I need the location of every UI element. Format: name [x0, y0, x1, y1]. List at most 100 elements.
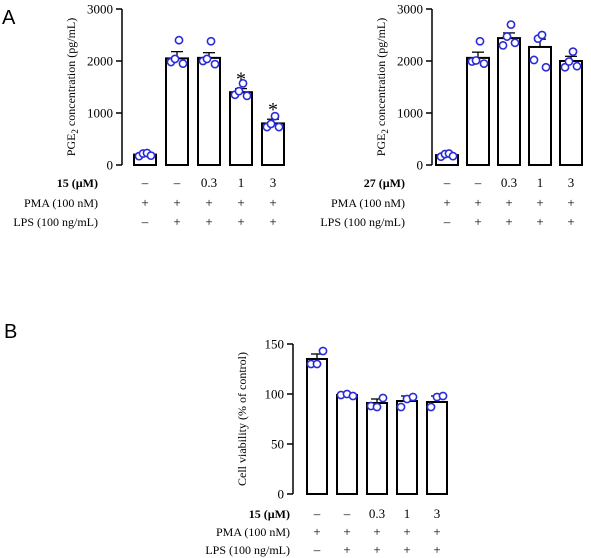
condition-cell-lps: + [567, 214, 574, 229]
condition-cell-lps: – [443, 214, 451, 229]
condition-cell-pma: + [173, 195, 180, 210]
chart-a1-pge2-compound-15: 0 1000 2000 3000 PGE2 concentration (pg/mL) –… [13, 2, 285, 229]
condition-cell-lps: + [474, 214, 481, 229]
y-axis-title: PGE2 concentration (pg/mL) [374, 18, 390, 156]
data-point [348, 391, 358, 401]
y-tick-label: 1000 [397, 106, 423, 121]
condition-cell-pma: + [141, 195, 148, 210]
bar [426, 401, 448, 495]
y-axis-title: PGE2 concentration (pg/mL) [64, 18, 80, 156]
data-point [479, 59, 489, 68]
data-point [529, 55, 539, 65]
significance-marker: * [268, 99, 278, 121]
data-point [396, 402, 406, 412]
data-point [270, 111, 280, 121]
condition-cell-pma: + [567, 195, 574, 210]
row-label-pma: PMA (100 nM) [216, 525, 290, 539]
condition-cell-compound: – [343, 506, 351, 521]
data-point [202, 54, 212, 64]
condition-cell-lps: + [403, 542, 410, 557]
data-point [206, 36, 216, 46]
condition-cell-compound: – [173, 175, 181, 190]
condition-cell-pma: + [373, 524, 380, 539]
condition-cell-lps: + [505, 214, 512, 229]
row-label-pma: PMA (100 nM) [331, 196, 405, 210]
bar [229, 91, 253, 166]
condition-cell-lps: + [373, 542, 380, 557]
y-tick-label: 150 [265, 337, 285, 352]
chart-b-cell-viability: 0 50 100 150 Cell viability (% of control) – +… [205, 337, 448, 557]
data-point [471, 56, 481, 65]
condition-cell-pma: + [433, 524, 440, 539]
data-point [448, 151, 458, 161]
condition-cell-lps: + [205, 214, 212, 229]
data-point [426, 402, 436, 412]
condition-cell-compound: 0.3 [201, 175, 217, 190]
data-point [475, 36, 485, 46]
condition-cell-lps: + [237, 214, 244, 229]
condition-cell-pma: + [536, 195, 543, 210]
condition-cell-lps: + [433, 542, 440, 557]
bar [466, 56, 490, 167]
data-point [266, 119, 276, 129]
row-label-pma: PMA (100 nM) [24, 196, 98, 210]
data-point [541, 62, 551, 72]
condition-cell-pma: + [313, 524, 320, 539]
data-point [498, 41, 508, 50]
condition-cell-pma: + [343, 524, 350, 539]
y-tick-label: 50 [271, 437, 284, 452]
condition-cell-lps: + [343, 542, 350, 557]
condition-cell-compound: 0.3 [369, 506, 385, 521]
bar [396, 400, 418, 495]
bar [306, 358, 328, 495]
condition-cell-pma: + [443, 195, 450, 210]
y-axis-title: Cell viability (% of control) [235, 352, 249, 486]
condition-cell-pma: + [205, 195, 212, 210]
condition-cell-compound: 0.3 [501, 175, 517, 190]
bar [165, 57, 189, 166]
y-tick-label: 0 [278, 487, 285, 502]
condition-cell-compound: 3 [270, 175, 277, 190]
data-point [312, 359, 322, 369]
row-label-lps: LPS (100 ng/mL) [320, 215, 405, 229]
condition-cell-compound: 3 [568, 175, 575, 190]
data-point [174, 35, 184, 45]
y-tick-label: 0 [417, 158, 424, 173]
data-point [210, 59, 220, 69]
condition-cell-compound: 1 [404, 506, 411, 521]
condition-cell-lps: + [536, 214, 543, 229]
data-point [372, 402, 382, 412]
data-point [564, 57, 574, 66]
data-point [378, 393, 388, 403]
data-point [234, 86, 244, 96]
y-tick-label: 0 [107, 158, 114, 173]
condition-cell-pma: + [474, 195, 481, 210]
condition-cell-compound: – [474, 175, 482, 190]
panel-letter-b: B [4, 321, 17, 343]
y-tick-label: 2000 [87, 54, 113, 69]
y-tick-label: 1000 [87, 106, 113, 121]
data-point [146, 151, 156, 161]
bar [336, 394, 358, 495]
condition-cell-compound: – [443, 175, 451, 190]
data-point [537, 30, 547, 40]
data-point [170, 54, 180, 64]
panel-letter-a: A [2, 7, 16, 29]
y-tick-label: 100 [265, 387, 285, 402]
condition-cell-compound: 1 [238, 175, 245, 190]
bar [366, 402, 388, 495]
condition-cell-compound: 3 [434, 506, 441, 521]
data-point [560, 62, 570, 72]
data-point [506, 20, 516, 29]
row-label-compound: 15 (µM) [249, 507, 290, 521]
data-point [238, 78, 248, 88]
condition-cell-compound: – [141, 175, 149, 190]
condition-cell-pma: + [505, 195, 512, 210]
bar [197, 56, 221, 167]
bar [559, 60, 583, 166]
data-point [438, 391, 448, 401]
condition-cell-lps: – [141, 214, 149, 229]
data-point [408, 392, 418, 402]
y-tick-label: 3000 [397, 2, 423, 17]
condition-cell-lps: + [173, 214, 180, 229]
